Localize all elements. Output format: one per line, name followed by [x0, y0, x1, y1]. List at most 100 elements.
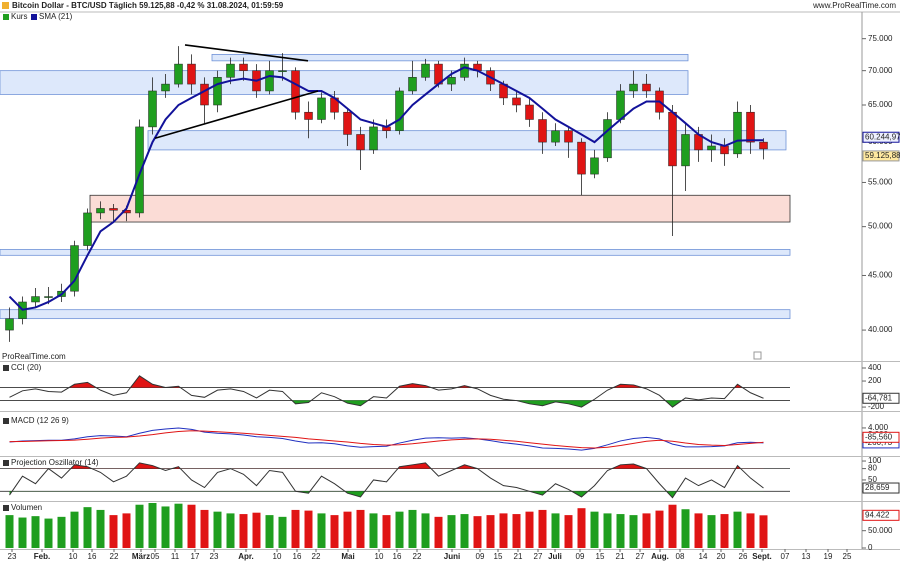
panel-icon	[3, 418, 9, 424]
panel-icon	[3, 365, 9, 371]
candle-body	[291, 70, 300, 113]
candle-body	[642, 83, 651, 92]
y-tick-label: -200	[868, 402, 885, 411]
candle-body	[265, 70, 274, 92]
candle-body	[174, 63, 183, 85]
candle-body	[278, 70, 287, 72]
volume-bar	[590, 511, 599, 548]
x-tick-label: 27	[636, 552, 645, 561]
y-tick-label: 80	[868, 464, 877, 473]
indicator-line	[9, 430, 764, 449]
volume-bar	[317, 513, 326, 548]
candle-body	[512, 97, 521, 106]
logo	[2, 2, 9, 9]
x-tick-label: 22	[413, 552, 422, 561]
candle-body	[304, 111, 313, 120]
legend-label: SMA (21)	[39, 12, 73, 21]
candle-body	[707, 145, 716, 151]
candle-body	[395, 90, 404, 131]
volume-bar	[239, 514, 248, 548]
zone	[0, 309, 791, 320]
x-tick-label: 10	[69, 552, 78, 561]
x-tick-label: 26	[739, 552, 748, 561]
candle-body	[5, 318, 14, 331]
x-tick-label: Aug.	[651, 552, 669, 561]
header-title: Bitcoin Dollar - BTC/USD Täglich 59.125,…	[12, 1, 284, 10]
y-tick-label: 40.000	[868, 325, 893, 334]
info-icon	[753, 351, 762, 360]
zone	[0, 249, 791, 256]
volume-bar	[96, 509, 105, 548]
y-tick-label: 200	[868, 376, 882, 385]
trendline	[184, 44, 309, 62]
candle-body	[629, 83, 638, 92]
indicator-value-label: 28,659	[865, 483, 890, 492]
x-tick-label: 11	[171, 552, 180, 561]
x-tick-label: 09	[476, 552, 485, 561]
volume-bar	[369, 513, 378, 548]
candle-body	[343, 111, 352, 135]
sma-value-label-box	[862, 131, 900, 143]
y-tick-label: 70.000	[868, 66, 893, 75]
indicator-value-label: -64,781	[865, 393, 893, 402]
y-tick-label: 400	[868, 363, 882, 372]
candle-body	[187, 63, 196, 85]
x-tick-label: 16	[293, 552, 302, 561]
x-tick-label: 21	[514, 552, 523, 561]
x-tick-label: 17	[191, 552, 200, 561]
x-tick-label: Apr.	[238, 552, 254, 561]
volume-bar	[733, 511, 742, 548]
watermark: ProRealTime.com	[2, 352, 66, 361]
volume-bar	[382, 515, 391, 548]
x-tick-label: 16	[393, 552, 402, 561]
panel-title: CCI (20)	[11, 363, 42, 372]
x-tick-label: 25	[843, 552, 852, 561]
volume-bar	[70, 511, 79, 548]
volume-bar	[330, 515, 339, 548]
x-tick-label: 22	[312, 552, 321, 561]
y-tick-label: 65.000	[868, 100, 893, 109]
volume-bar	[577, 508, 586, 548]
candle-body	[369, 126, 378, 151]
x-tick-label: 09	[576, 552, 585, 561]
volume-bar	[642, 513, 651, 548]
price-value-label-box	[862, 150, 900, 162]
volume-bar	[83, 507, 92, 548]
volume-bar	[473, 516, 482, 548]
y-tick-label: 100	[868, 456, 882, 465]
volume-bar	[252, 512, 261, 548]
x-tick-label: 20	[717, 552, 726, 561]
volume-bar	[57, 516, 66, 548]
candle-body	[317, 97, 326, 120]
indicator-line	[9, 462, 764, 499]
trendline	[154, 90, 319, 140]
volume-bar	[603, 513, 612, 548]
candle-body	[681, 134, 690, 167]
volume-bar	[421, 513, 430, 548]
volume-bar	[499, 513, 508, 548]
candle-body	[603, 119, 612, 159]
zone	[0, 70, 689, 95]
volume-bar	[31, 516, 40, 548]
x-tick-label: 22	[110, 552, 119, 561]
x-tick-label: 10	[375, 552, 384, 561]
x-tick-label: 05	[151, 552, 160, 561]
volume-bar	[148, 503, 157, 548]
y-tick-label: 45.000	[868, 271, 893, 280]
x-tick-label: 08	[676, 552, 685, 561]
candle-body	[109, 208, 118, 211]
zone	[211, 53, 689, 62]
x-tick-label: Feb.	[34, 552, 50, 561]
volume-bar	[759, 515, 768, 548]
x-tick-label: 15	[596, 552, 605, 561]
candle-body	[551, 130, 560, 143]
volume-bar	[174, 503, 183, 548]
volume-bar	[538, 509, 547, 548]
candle-body	[733, 111, 742, 155]
candle-body	[83, 212, 92, 246]
y-tick-label: 50.000	[868, 222, 893, 231]
sma-line	[8, 66, 764, 311]
volume-bar	[408, 509, 417, 548]
x-tick-label: Sept.	[752, 552, 772, 561]
